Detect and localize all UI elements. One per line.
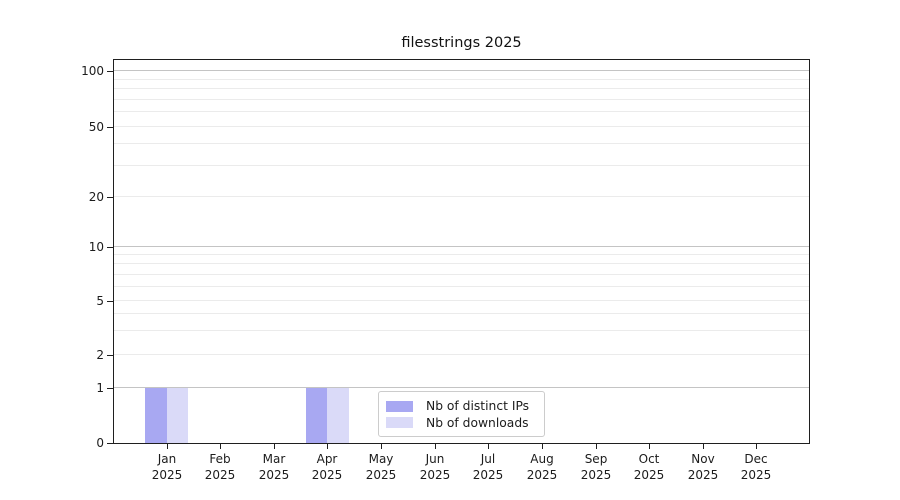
x-tick-mark bbox=[167, 444, 168, 449]
y-tick-label: 0 bbox=[96, 436, 104, 450]
legend-label-downloads: Nb of downloads bbox=[426, 415, 529, 430]
gridline-y-20 bbox=[114, 196, 809, 198]
x-tick-label-aug: Aug 2025 bbox=[526, 452, 558, 482]
x-tick-label-jul: Jul 2025 bbox=[472, 452, 504, 482]
x-tick-mark bbox=[220, 444, 221, 449]
plot-area bbox=[113, 59, 810, 444]
gridline-y-minor bbox=[114, 313, 809, 315]
bar-jan-series0 bbox=[145, 388, 167, 443]
y-tick-label: 50 bbox=[88, 120, 104, 134]
gridline-y-minor bbox=[114, 330, 809, 332]
legend-swatch-downloads bbox=[386, 417, 413, 429]
legend-entry-distinct-ips: Nb of distinct IPs bbox=[386, 398, 536, 415]
gridline-y-minor bbox=[114, 165, 809, 167]
legend-entry-downloads: Nb of downloads bbox=[386, 415, 536, 432]
gridline-y-2 bbox=[114, 354, 809, 356]
x-tick-label-jun: Jun 2025 bbox=[419, 452, 451, 482]
x-tick-mark bbox=[381, 444, 382, 449]
x-tick-mark bbox=[435, 444, 436, 449]
x-tick-label-dec: Dec 2025 bbox=[740, 452, 772, 482]
gridline-y-10 bbox=[114, 246, 809, 248]
x-tick-mark bbox=[649, 444, 650, 449]
gridline-y-1 bbox=[114, 387, 809, 389]
x-tick-mark bbox=[274, 444, 275, 449]
bar-apr-series1 bbox=[327, 388, 349, 443]
x-tick-mark bbox=[488, 444, 489, 449]
y-tick-mark bbox=[107, 301, 113, 302]
y-tick-label: 2 bbox=[96, 348, 104, 362]
gridline-y-minor bbox=[114, 254, 809, 256]
y-tick-mark bbox=[107, 247, 113, 248]
gridline-y-minor bbox=[114, 142, 809, 144]
x-tick-mark bbox=[542, 444, 543, 449]
gridline-y-minor bbox=[114, 98, 809, 100]
bar-jan-series1 bbox=[166, 388, 189, 443]
y-tick-label: 20 bbox=[88, 190, 104, 204]
y-tick-mark bbox=[107, 71, 113, 72]
y-tick-mark bbox=[107, 197, 113, 198]
y-tick-label: 1 bbox=[96, 381, 104, 395]
legend-label-distinct-ips: Nb of distinct IPs bbox=[426, 399, 530, 414]
gridline-y-100 bbox=[114, 70, 809, 72]
gridline-y-minor bbox=[114, 285, 809, 287]
x-tick-label-jan: Jan 2025 bbox=[151, 452, 183, 482]
legend-swatch-distinct-ips bbox=[386, 400, 413, 412]
y-tick-label: 100 bbox=[81, 64, 104, 78]
x-tick-mark bbox=[703, 444, 704, 449]
y-tick-label: 5 bbox=[96, 294, 104, 308]
x-tick-label-mar: Mar 2025 bbox=[258, 452, 290, 482]
x-tick-mark bbox=[756, 444, 757, 449]
gridline-y-minor bbox=[114, 78, 809, 80]
gridline-y-minor bbox=[114, 88, 809, 90]
bar-apr-series0 bbox=[305, 388, 328, 443]
gridline-y-minor bbox=[114, 263, 809, 265]
y-tick-mark bbox=[107, 355, 113, 356]
y-tick-mark bbox=[107, 388, 113, 389]
y-tick-label: 10 bbox=[88, 240, 104, 254]
y-tick-mark bbox=[107, 127, 113, 128]
gridline-y-minor bbox=[114, 273, 809, 275]
gridline-y-5 bbox=[114, 299, 809, 301]
chart-title: filesstrings 2025 bbox=[401, 35, 522, 51]
x-tick-label-apr: Apr 2025 bbox=[311, 452, 343, 482]
y-tick-mark bbox=[107, 443, 113, 444]
x-tick-label-nov: Nov 2025 bbox=[687, 452, 719, 482]
x-tick-label-sep: Sep 2025 bbox=[580, 452, 612, 482]
x-tick-mark bbox=[596, 444, 597, 449]
x-tick-label-feb: Feb 2025 bbox=[204, 452, 236, 482]
legend: Nb of distinct IPs Nb of downloads bbox=[378, 391, 545, 437]
gridline-y-50 bbox=[114, 125, 809, 127]
x-tick-label-may: May 2025 bbox=[365, 452, 397, 482]
gridline-y-minor bbox=[114, 111, 809, 113]
x-tick-label-oct: Oct 2025 bbox=[633, 452, 665, 482]
x-tick-mark bbox=[327, 444, 328, 449]
